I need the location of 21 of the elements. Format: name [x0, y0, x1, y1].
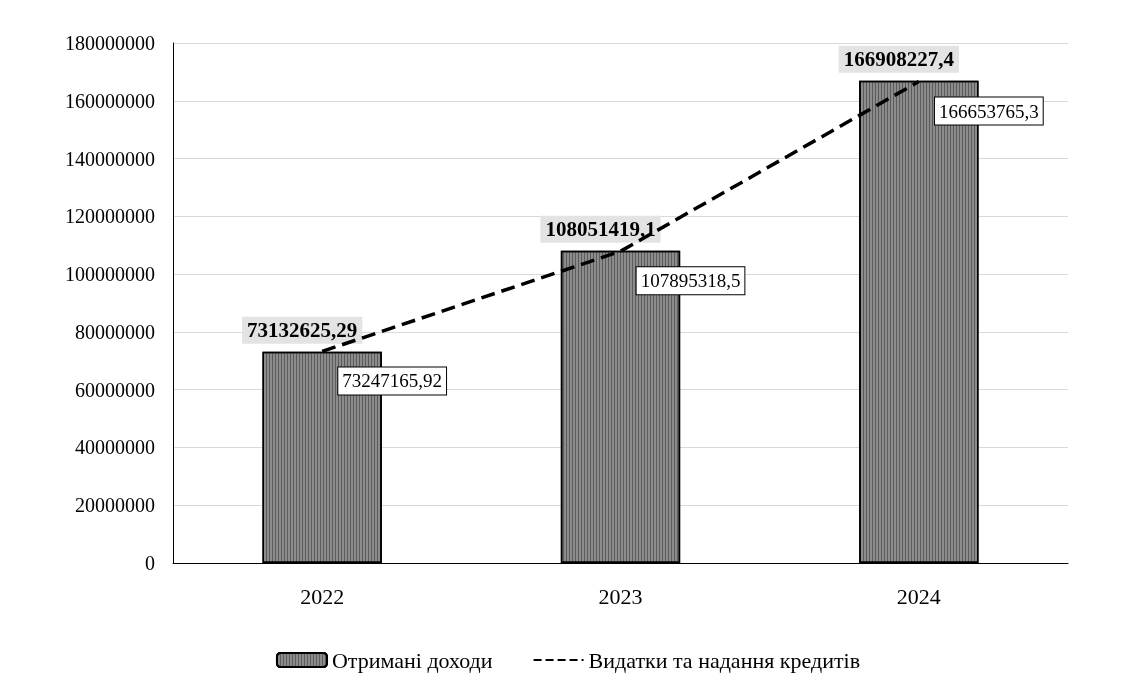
y-tick-label: 60000000: [75, 378, 155, 401]
y-tick-label: 80000000: [75, 320, 155, 343]
y-tick-label: 100000000: [65, 263, 155, 286]
y-tick-label: 20000000: [75, 494, 155, 517]
legend-label: Отримані доходи: [331, 647, 493, 673]
legend-label: Видатки та надання кредитів: [588, 647, 861, 673]
x-tick-label: 2024: [896, 583, 941, 609]
y-tick-label: 160000000: [65, 89, 155, 112]
y-tick-label: 120000000: [65, 205, 155, 228]
data-label: 73247165,92: [342, 370, 443, 392]
data-label: 166653765,3: [938, 100, 1039, 122]
x-tick-label: 2023: [598, 583, 643, 609]
data-label: 166908227,4: [843, 47, 955, 72]
y-tick-label: 0: [145, 552, 155, 574]
data-label: 107895318,5: [640, 270, 741, 292]
x-tick-label: 2022: [300, 583, 345, 609]
data-label: 108051419,1: [545, 217, 656, 242]
y-tick-label: 40000000: [75, 436, 155, 459]
data-label: 73132625,29: [247, 318, 358, 343]
y-tick-label: 140000000: [65, 147, 155, 170]
y-tick-label: 180000000: [65, 32, 155, 54]
